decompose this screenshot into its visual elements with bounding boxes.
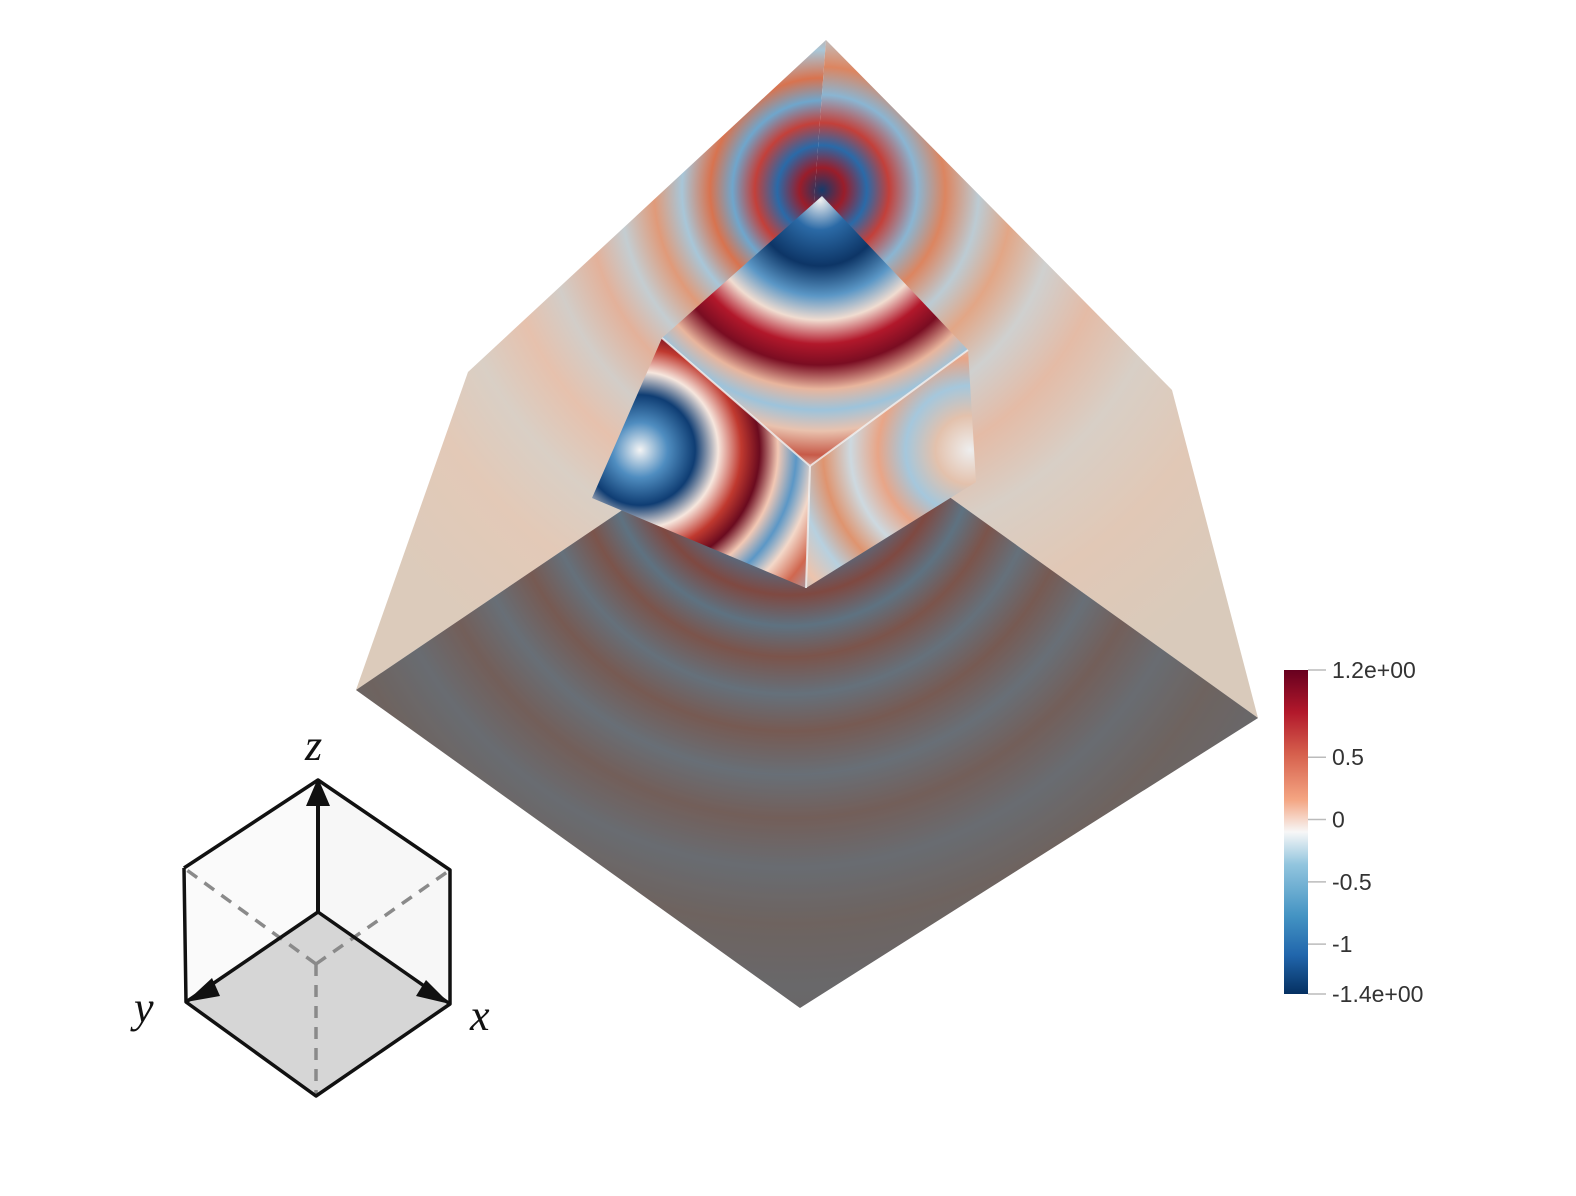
- colorbar-tick-label: 0: [1332, 807, 1345, 833]
- cutout-top-face: [662, 196, 968, 466]
- colorbar: 1.2e+00 0.5 0 -0.5 -1 -1.4e+00: [1284, 657, 1423, 1007]
- cutout-left-face: [592, 338, 810, 588]
- y-axis-label: y: [130, 983, 154, 1032]
- cube-bottom-shade: [356, 390, 1258, 1008]
- colorbar-tick-label: -1.4e+00: [1332, 981, 1423, 1007]
- axes-orientation-glyph: z y x: [130, 721, 490, 1098]
- glyph-axis-arrows: [186, 778, 450, 1004]
- y-arrowhead: [186, 978, 220, 1002]
- z-arrowhead: [306, 778, 330, 806]
- glyph-right-face: [318, 780, 450, 1004]
- colorbar-tick-label: 0.5: [1332, 744, 1364, 770]
- x-axis-label: x: [469, 991, 490, 1040]
- x-arrowhead: [416, 980, 450, 1004]
- cube-left-face: [356, 40, 826, 690]
- cutout-right-face: [806, 350, 976, 588]
- colorbar-gradient: [1284, 670, 1308, 994]
- colorbar-tick-label: -0.5: [1332, 869, 1372, 895]
- glyph-left-face: [184, 780, 318, 1002]
- glyph-hidden-edges: [182, 866, 452, 1096]
- cutout-seam-vertical: [805, 465, 811, 589]
- cube-bottom-face: [356, 390, 1258, 1008]
- z-axis-label: z: [304, 721, 322, 770]
- colorbar-tick-label: 1.2e+00: [1332, 657, 1416, 683]
- colorbar-tick-label: -1: [1332, 931, 1352, 957]
- cube-right-face: [800, 40, 1258, 718]
- wave-cube: [356, 40, 1258, 1008]
